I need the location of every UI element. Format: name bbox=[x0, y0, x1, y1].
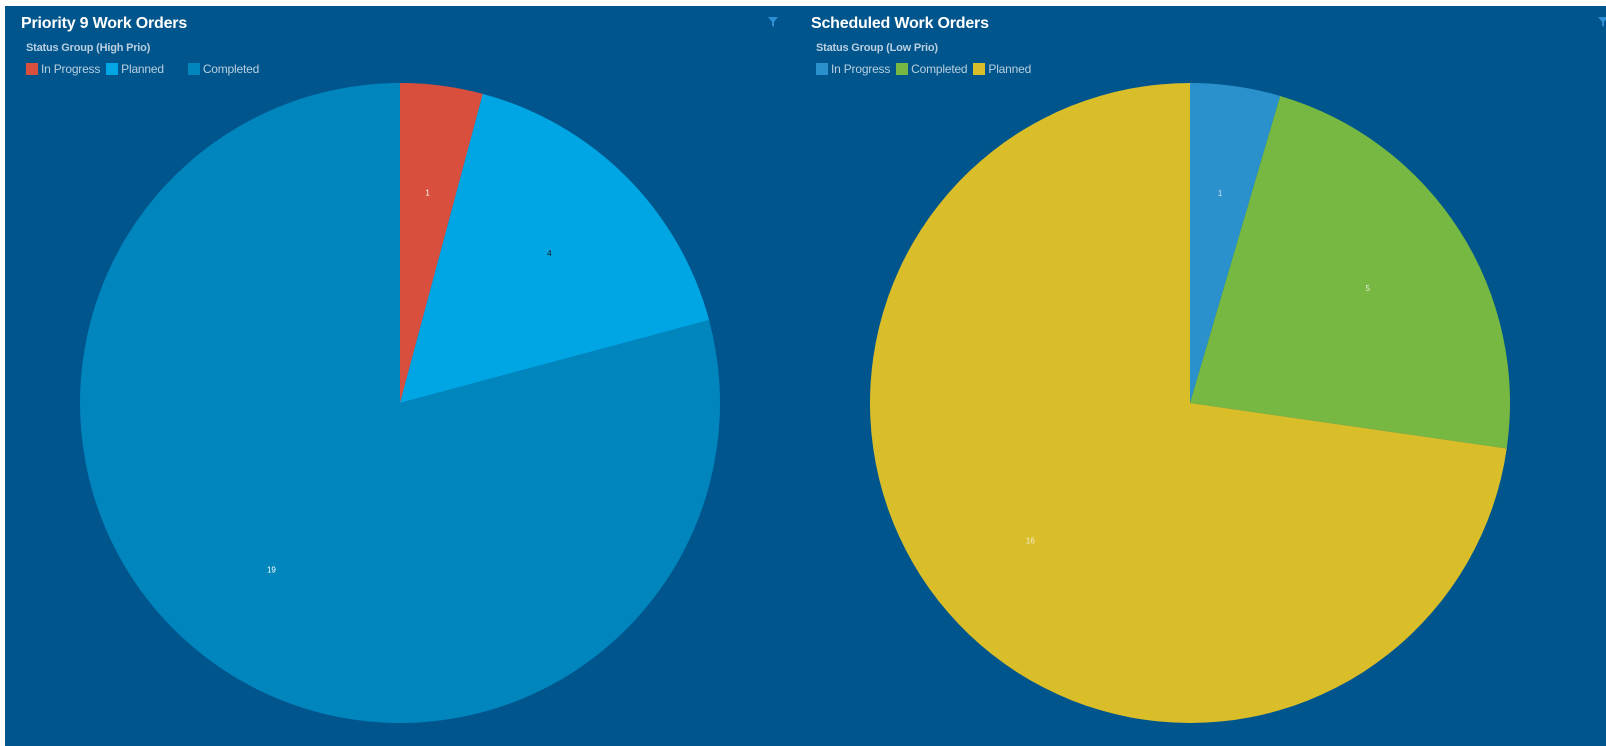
chart-legend: In Progress Completed Planned bbox=[816, 62, 1037, 76]
legend-label: Planned bbox=[121, 62, 164, 76]
priority-work-orders-panel: Priority 9 Work Orders Status Group (Hig… bbox=[5, 6, 795, 746]
legend-item-in-progress[interactable]: In Progress bbox=[26, 62, 100, 76]
legend-item-completed[interactable]: Completed bbox=[187, 62, 260, 76]
legend-label: Planned bbox=[988, 62, 1032, 76]
slice-value-label: 1 bbox=[1218, 189, 1223, 198]
chart-legend: In Progress Planned Completed bbox=[26, 62, 265, 76]
legend-label: In Progress bbox=[41, 62, 101, 76]
filter-icon[interactable] bbox=[1598, 17, 1606, 27]
legend-title: Status Group (Low Prio) bbox=[816, 42, 938, 54]
legend-item-planned[interactable]: Planned bbox=[973, 62, 1031, 76]
legend-item-in-progress[interactable]: In Progress bbox=[816, 62, 890, 76]
slice-value-label: 1 bbox=[425, 189, 430, 198]
slice-value-label: 19 bbox=[267, 566, 276, 575]
panel-title: Scheduled Work Orders bbox=[811, 15, 989, 32]
pie-slice-completed[interactable] bbox=[80, 83, 721, 724]
legend-item-completed[interactable]: Completed bbox=[896, 62, 968, 76]
legend-label: Completed bbox=[911, 62, 968, 76]
legend-swatch bbox=[26, 63, 38, 75]
legend-label: Completed bbox=[202, 62, 260, 76]
pie-slice-in-progress[interactable] bbox=[1190, 83, 1281, 403]
panel-title: Priority 9 Work Orders bbox=[21, 15, 188, 32]
pie-slice-planned[interactable] bbox=[870, 83, 1507, 723]
slice-value-label: 16 bbox=[1026, 536, 1035, 545]
pie-chart-priority: 1 4 19 bbox=[80, 83, 721, 724]
legend-item-planned[interactable]: Planned bbox=[106, 62, 164, 76]
slice-value-label: 4 bbox=[547, 249, 552, 258]
legend-swatch bbox=[106, 63, 119, 75]
legend-swatch bbox=[973, 63, 986, 75]
pie-slice-in-progress[interactable] bbox=[400, 83, 483, 403]
legend-swatch bbox=[896, 63, 909, 75]
pie-slice-completed[interactable] bbox=[1190, 95, 1510, 449]
dashboard: Priority 9 Work Orders Status Group (Hig… bbox=[5, 6, 1606, 746]
slice-value-label: 5 bbox=[1365, 284, 1370, 293]
legend-label: In Progress bbox=[831, 62, 891, 76]
legend-swatch bbox=[187, 63, 200, 75]
legend-swatch bbox=[816, 63, 828, 75]
filter-icon[interactable] bbox=[768, 17, 778, 27]
legend-title: Status Group (High Prio) bbox=[26, 42, 151, 54]
pie-slice-planned[interactable] bbox=[400, 93, 710, 403]
scheduled-work-orders-panel: Scheduled Work Orders Status Group (Low … bbox=[795, 6, 1606, 746]
